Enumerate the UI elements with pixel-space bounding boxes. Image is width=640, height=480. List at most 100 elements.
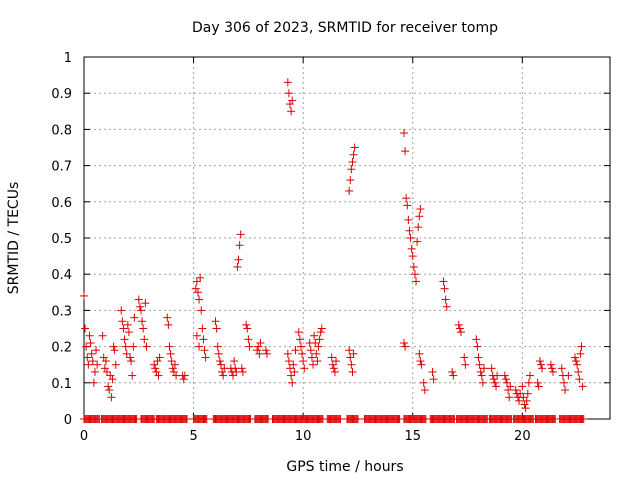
data-point xyxy=(547,364,556,373)
data-point xyxy=(198,324,207,333)
data-point xyxy=(313,357,322,366)
data-point xyxy=(350,143,359,152)
data-point xyxy=(419,378,428,387)
data-point xyxy=(87,349,96,358)
data-point xyxy=(119,324,128,333)
data-point xyxy=(150,360,159,369)
data-points xyxy=(80,78,588,423)
data-point xyxy=(441,295,450,304)
data-point xyxy=(180,371,189,380)
data-point xyxy=(578,382,587,391)
data-point xyxy=(124,328,133,337)
data-point xyxy=(573,360,582,369)
data-point xyxy=(429,375,438,384)
data-point xyxy=(476,367,485,376)
data-point xyxy=(199,335,208,344)
data-point xyxy=(415,349,424,358)
data-point xyxy=(311,338,320,347)
data-point xyxy=(523,389,532,398)
data-point xyxy=(345,186,354,195)
data-point xyxy=(449,371,458,380)
data-point xyxy=(196,273,205,282)
data-point xyxy=(128,371,137,380)
y-tick-label: 0.5 xyxy=(51,232,72,247)
axis-ticks xyxy=(83,56,610,420)
data-point xyxy=(414,223,423,232)
data-point xyxy=(179,375,188,384)
data-point xyxy=(475,360,484,369)
data-point xyxy=(230,357,239,366)
data-point xyxy=(524,378,533,387)
data-point xyxy=(136,306,145,315)
x-tick-label: 0 xyxy=(80,429,88,444)
data-point xyxy=(123,320,132,329)
data-point xyxy=(461,360,470,369)
data-point xyxy=(253,346,262,355)
data-point xyxy=(327,353,336,362)
data-point xyxy=(121,342,130,351)
data-point xyxy=(307,353,316,362)
zero-point xyxy=(579,415,588,423)
data-point xyxy=(166,349,175,358)
tick-labels: 00.10.20.30.40.50.60.70.80.910 5 10 15 20 xyxy=(51,51,530,444)
data-point xyxy=(474,353,483,362)
data-point xyxy=(407,244,416,253)
data-point xyxy=(401,342,410,351)
data-point xyxy=(502,378,511,387)
data-point xyxy=(572,357,581,366)
data-point xyxy=(151,364,160,373)
data-point xyxy=(317,324,326,333)
data-point xyxy=(348,367,357,376)
data-point xyxy=(170,360,179,369)
data-point xyxy=(109,342,118,351)
data-point xyxy=(511,386,520,395)
data-point xyxy=(254,342,263,351)
data-point xyxy=(107,393,116,402)
data-point xyxy=(89,378,98,387)
data-point xyxy=(406,234,415,242)
data-point xyxy=(403,201,412,210)
data-point xyxy=(412,277,421,286)
data-point xyxy=(201,353,210,362)
data-point xyxy=(294,328,303,337)
data-point xyxy=(399,129,408,138)
data-point xyxy=(118,317,127,326)
data-point xyxy=(111,360,120,369)
data-point xyxy=(212,324,221,333)
data-point xyxy=(500,371,509,380)
data-point xyxy=(142,342,151,351)
data-point xyxy=(316,328,325,337)
data-point xyxy=(283,78,292,87)
data-point xyxy=(448,367,457,376)
data-point xyxy=(456,328,465,337)
data-point xyxy=(409,262,418,271)
data-point xyxy=(108,375,117,384)
data-point xyxy=(141,299,150,308)
y-tick-label: 0.6 xyxy=(51,196,72,211)
data-point xyxy=(526,371,535,380)
grid-lines xyxy=(84,57,610,419)
data-point xyxy=(492,382,501,391)
data-point xyxy=(80,291,88,300)
data-point xyxy=(134,295,143,304)
data-point xyxy=(399,338,408,347)
data-point xyxy=(516,389,525,398)
data-point xyxy=(314,342,323,351)
data-point xyxy=(200,346,209,355)
data-point xyxy=(164,320,173,329)
data-point xyxy=(299,357,308,366)
data-point xyxy=(93,360,102,369)
data-point xyxy=(82,342,91,351)
data-point xyxy=(402,194,411,203)
data-point xyxy=(576,349,585,358)
data-point xyxy=(296,342,305,351)
data-point xyxy=(237,364,246,373)
data-point xyxy=(415,212,424,221)
data-point xyxy=(515,396,524,405)
data-point xyxy=(192,277,201,286)
data-point xyxy=(559,378,568,387)
data-point xyxy=(86,338,95,347)
data-point xyxy=(519,393,528,402)
data-point xyxy=(521,404,530,413)
